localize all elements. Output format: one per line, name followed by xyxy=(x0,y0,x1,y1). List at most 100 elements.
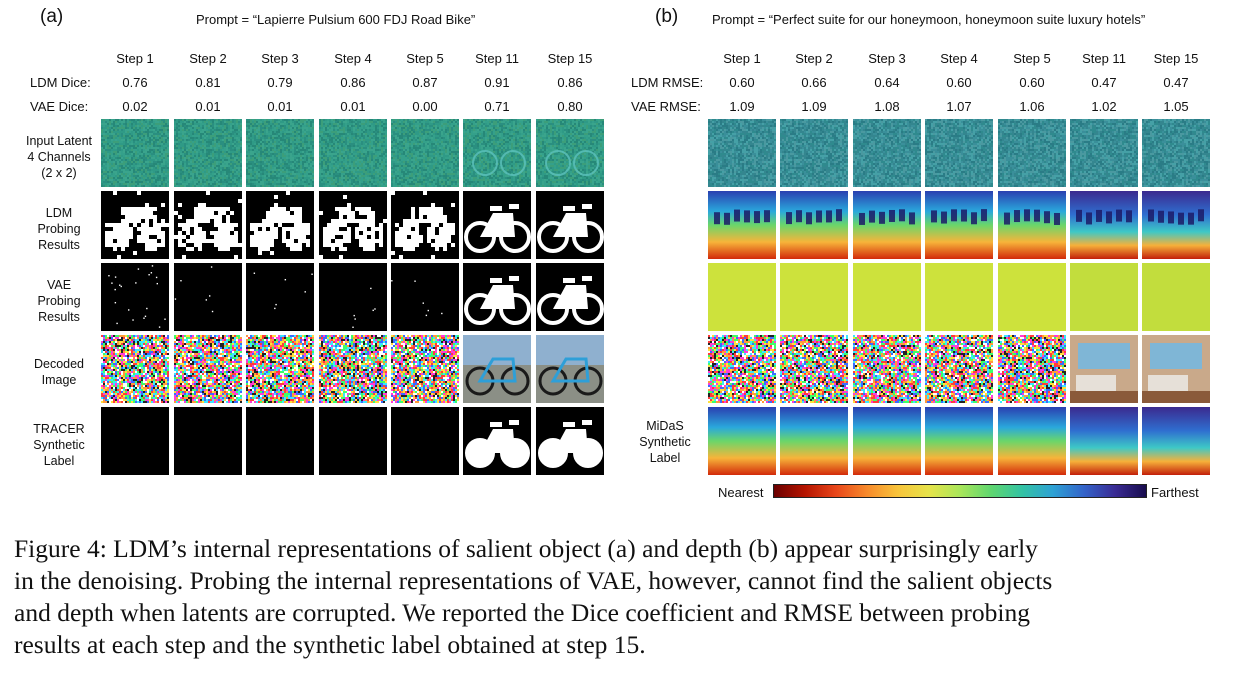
metric-value: 0.01 xyxy=(267,99,292,114)
step-header: Step 3 xyxy=(261,51,299,66)
latent-tile xyxy=(998,119,1066,187)
caption-line: Figure 4: LDM’s internal representations… xyxy=(14,533,1226,565)
metric-value: 0.60 xyxy=(946,75,971,90)
step-header: Step 11 xyxy=(1082,51,1126,66)
ldm-probing-tile xyxy=(1142,191,1210,259)
ldm-probing-tile xyxy=(319,191,387,259)
midas-label-tile xyxy=(1142,407,1210,475)
tracer-label-tile xyxy=(246,407,314,475)
latent-tile xyxy=(463,119,531,187)
vae-probing-tile xyxy=(463,263,531,331)
ldm-probing-tile xyxy=(174,191,242,259)
metric-value: 0.76 xyxy=(122,75,147,90)
step-header: Step 1 xyxy=(116,51,154,66)
metric-value: 0.00 xyxy=(412,99,437,114)
latent-tile xyxy=(1070,119,1138,187)
step-header: Step 4 xyxy=(940,51,978,66)
midas-label-tile xyxy=(780,407,848,475)
latent-tile xyxy=(708,119,776,187)
vae-probing-tile xyxy=(998,263,1066,331)
metric-value: 0.64 xyxy=(874,75,899,90)
row-label-ldm-probing: LDM Probing Results xyxy=(18,205,100,253)
step-header: Step 15 xyxy=(548,51,593,66)
decoded-image-tile xyxy=(998,335,1066,403)
vae-rmse-label: VAE RMSE: xyxy=(631,99,701,114)
metric-value: 0.02 xyxy=(122,99,147,114)
vae-probing-tile xyxy=(101,263,169,331)
tracer-label-tile xyxy=(319,407,387,475)
metric-value: 0.71 xyxy=(484,99,509,114)
metric-value: 0.86 xyxy=(340,75,365,90)
colorbar-left-label: Nearest xyxy=(718,485,764,500)
tracer-label-tile xyxy=(101,407,169,475)
ldm-probing-tile xyxy=(101,191,169,259)
tracer-label-tile xyxy=(174,407,242,475)
metric-value: 1.02 xyxy=(1091,99,1116,114)
vae-dice-label: VAE Dice: xyxy=(30,99,88,114)
metric-value: 0.86 xyxy=(557,75,582,90)
ldm-probing-tile xyxy=(463,191,531,259)
panel-a-tag: (a) xyxy=(40,6,63,28)
metric-value: 0.81 xyxy=(195,75,220,90)
ldm-probing-tile xyxy=(1070,191,1138,259)
ldm-probing-tile xyxy=(925,191,993,259)
step-header: Step 2 xyxy=(795,51,833,66)
caption-line: and depth when latents are corrupted. We… xyxy=(14,597,1226,629)
latent-tile xyxy=(391,119,459,187)
latent-tile xyxy=(853,119,921,187)
step-header: Step 5 xyxy=(406,51,444,66)
caption-line: results at each step and the synthetic l… xyxy=(14,629,1226,661)
tracer-label-tile xyxy=(391,407,459,475)
metric-value: 1.05 xyxy=(1163,99,1188,114)
vae-probing-tile xyxy=(780,263,848,331)
midas-label-tile xyxy=(998,407,1066,475)
metric-value: 1.06 xyxy=(1019,99,1044,114)
panel-a-prompt: Prompt = “Lapierre Pulsium 600 FDJ Road … xyxy=(196,12,475,27)
vae-probing-tile xyxy=(319,263,387,331)
row-label-input-latent: Input Latent 4 Channels (2 x 2) xyxy=(18,133,100,181)
vae-probing-tile xyxy=(853,263,921,331)
ldm-probing-tile xyxy=(853,191,921,259)
vae-probing-tile xyxy=(925,263,993,331)
latent-tile xyxy=(101,119,169,187)
vae-probing-tile xyxy=(536,263,604,331)
panel-b-prompt: Prompt = “Perfect suite for our honeymoo… xyxy=(712,12,1145,27)
metric-value: 0.47 xyxy=(1091,75,1116,90)
colorbar-right-label: Farthest xyxy=(1151,485,1199,500)
decoded-image-tile xyxy=(536,335,604,403)
ldm-rmse-label: LDM RMSE: xyxy=(631,75,703,90)
metric-value: 1.07 xyxy=(946,99,971,114)
midas-label-tile xyxy=(1070,407,1138,475)
step-header: Step 5 xyxy=(1013,51,1051,66)
vae-probing-tile xyxy=(174,263,242,331)
metric-value: 1.09 xyxy=(801,99,826,114)
metric-value: 0.79 xyxy=(267,75,292,90)
vae-probing-tile xyxy=(246,263,314,331)
panel-b-tag: (b) xyxy=(655,6,678,28)
decoded-image-tile xyxy=(853,335,921,403)
latent-tile xyxy=(319,119,387,187)
ldm-probing-tile xyxy=(391,191,459,259)
decoded-image-tile xyxy=(1142,335,1210,403)
midas-label-tile xyxy=(708,407,776,475)
step-header: Step 2 xyxy=(189,51,227,66)
row-label-midas: MiDaS Synthetic Label xyxy=(630,418,700,466)
decoded-image-tile xyxy=(101,335,169,403)
decoded-image-tile xyxy=(391,335,459,403)
metric-value: 0.01 xyxy=(340,99,365,114)
vae-probing-tile xyxy=(1142,263,1210,331)
decoded-image-tile xyxy=(174,335,242,403)
ldm-probing-tile xyxy=(536,191,604,259)
ldm-probing-tile xyxy=(246,191,314,259)
depth-colorbar xyxy=(773,484,1147,498)
decoded-image-tile xyxy=(1070,335,1138,403)
metric-value: 0.80 xyxy=(557,99,582,114)
metric-value: 0.60 xyxy=(729,75,754,90)
ldm-probing-tile xyxy=(780,191,848,259)
step-header: Step 3 xyxy=(868,51,906,66)
decoded-image-tile xyxy=(463,335,531,403)
metric-value: 0.87 xyxy=(412,75,437,90)
latent-tile xyxy=(174,119,242,187)
ldm-dice-label: LDM Dice: xyxy=(30,75,91,90)
latent-tile xyxy=(925,119,993,187)
